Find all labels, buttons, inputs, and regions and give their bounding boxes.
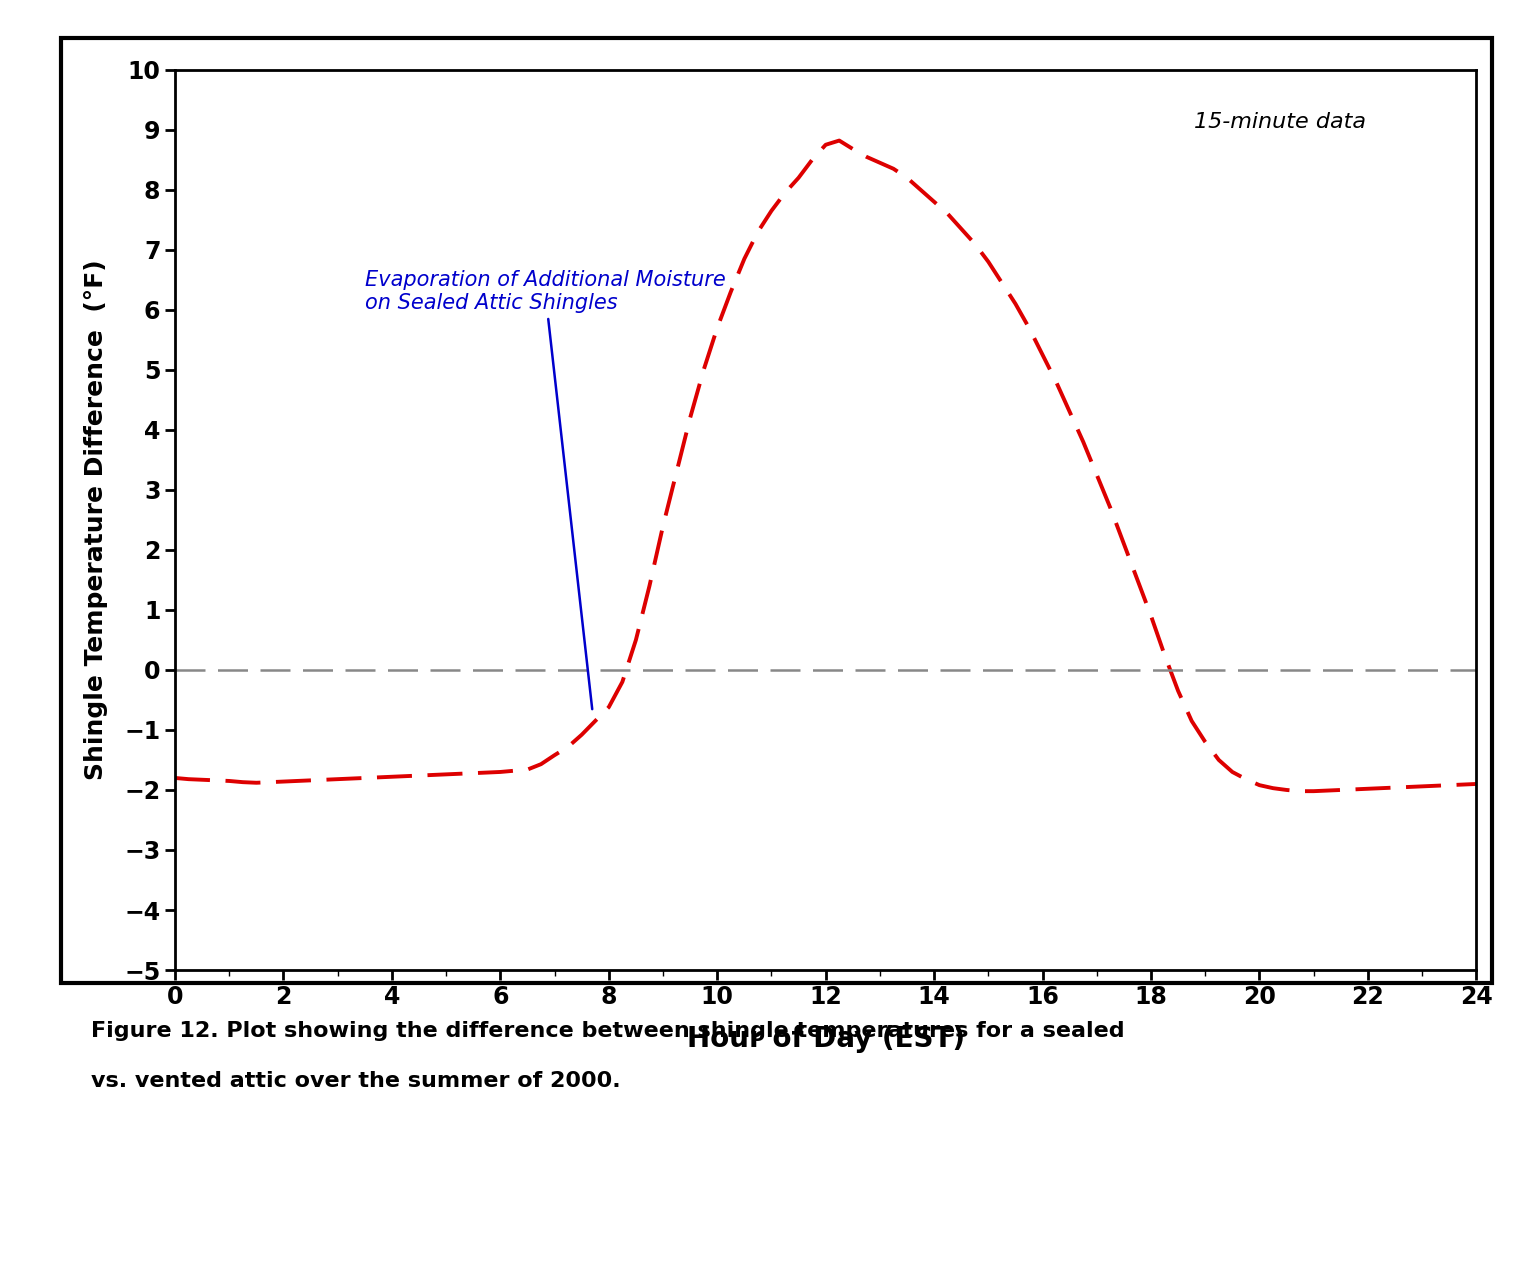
X-axis label: Hour of Day (EST): Hour of Day (EST): [686, 1026, 965, 1054]
Y-axis label: Shingle Temperature Difference  (°F): Shingle Temperature Difference (°F): [84, 260, 108, 780]
Text: Evaporation of Additional Moisture
on Sealed Attic Shingles: Evaporation of Additional Moisture on Se…: [365, 270, 726, 709]
Text: vs. vented attic over the summer of 2000.: vs. vented attic over the summer of 2000…: [91, 1071, 621, 1092]
Text: 15-minute data: 15-minute data: [1195, 112, 1367, 132]
Text: Figure 12. Plot showing the difference between shingle temperatures for a sealed: Figure 12. Plot showing the difference b…: [91, 1021, 1125, 1041]
